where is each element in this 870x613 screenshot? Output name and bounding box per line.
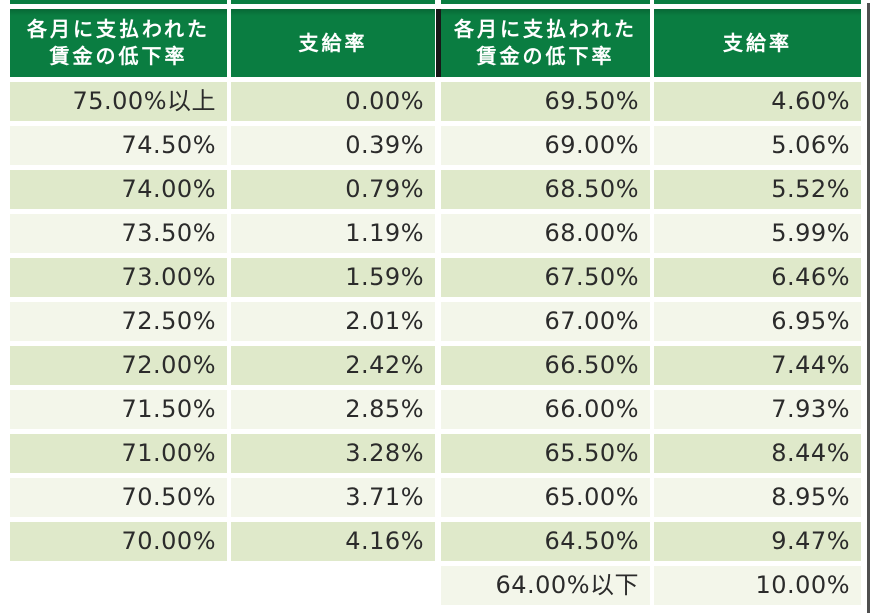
header-wage-decrease-rate-line1: 各月に支払われた xyxy=(454,17,637,41)
cell-payment-rate: 0.79% xyxy=(231,170,435,209)
cell-payment-rate: 2.01% xyxy=(231,302,435,341)
header-payment-rate: 支給率 xyxy=(231,9,435,77)
top-green-strip xyxy=(231,0,435,4)
cell-wage-decrease-rate: 65.50% xyxy=(441,434,650,473)
cell-payment-rate: 9.47% xyxy=(654,522,861,561)
cell-wage-decrease-rate: 67.00% xyxy=(441,302,650,341)
cell-wage-decrease-rate: 69.50% xyxy=(441,82,650,121)
cell-payment-rate: 8.95% xyxy=(654,478,861,517)
cell-wage-decrease-rate: 64.00%以下 xyxy=(441,566,650,605)
cell-wage-decrease-rate: 71.00% xyxy=(10,434,227,473)
cell-payment-rate: 6.46% xyxy=(654,258,861,297)
cell-payment-rate: 7.44% xyxy=(654,346,861,385)
cell-wage-decrease-rate: 66.50% xyxy=(441,346,650,385)
wage-table-left: 各月に支払われた 賃金の低下率 支給率 75.00%以上 0.00% 74.50… xyxy=(10,9,435,561)
cell-payment-rate: 7.93% xyxy=(654,390,861,429)
cell-wage-decrease-rate: 74.50% xyxy=(10,126,227,165)
cell-payment-rate: 10.00% xyxy=(654,566,861,605)
cell-payment-rate: 6.95% xyxy=(654,302,861,341)
cell-payment-rate: 3.28% xyxy=(231,434,435,473)
cell-wage-decrease-rate: 73.00% xyxy=(10,258,227,297)
table-halves-divider xyxy=(436,9,441,77)
cell-payment-rate: 8.44% xyxy=(654,434,861,473)
cell-payment-rate: 5.99% xyxy=(654,214,861,253)
cell-wage-decrease-rate: 67.50% xyxy=(441,258,650,297)
cell-wage-decrease-rate: 68.50% xyxy=(441,170,650,209)
cell-wage-decrease-rate: 70.50% xyxy=(10,478,227,517)
cell-payment-rate: 5.06% xyxy=(654,126,861,165)
header-payment-rate-label: 支給率 xyxy=(298,30,368,55)
top-green-strip xyxy=(441,0,650,4)
cell-payment-rate: 2.85% xyxy=(231,390,435,429)
top-green-strip xyxy=(654,0,861,4)
cell-payment-rate: 2.42% xyxy=(231,346,435,385)
cell-payment-rate: 1.59% xyxy=(231,258,435,297)
header-wage-decrease-rate: 各月に支払われた 賃金の低下率 xyxy=(441,9,650,77)
cell-payment-rate: 4.60% xyxy=(654,82,861,121)
cell-payment-rate: 5.52% xyxy=(654,170,861,209)
cell-payment-rate: 0.00% xyxy=(231,82,435,121)
cell-wage-decrease-rate: 74.00% xyxy=(10,170,227,209)
cell-wage-decrease-rate: 71.50% xyxy=(10,390,227,429)
header-wage-decrease-rate-line1: 各月に支払われた xyxy=(27,17,210,41)
top-green-strip xyxy=(10,0,227,4)
cell-wage-decrease-rate: 70.00% xyxy=(10,522,227,561)
header-wage-decrease-rate: 各月に支払われた 賃金の低下率 xyxy=(10,9,227,77)
cell-wage-decrease-rate: 72.50% xyxy=(10,302,227,341)
cell-payment-rate: 3.71% xyxy=(231,478,435,517)
cell-payment-rate: 4.16% xyxy=(231,522,435,561)
cell-payment-rate: 1.19% xyxy=(231,214,435,253)
cell-wage-decrease-rate: 72.00% xyxy=(10,346,227,385)
cell-wage-decrease-rate: 66.00% xyxy=(441,390,650,429)
header-wage-decrease-rate-line2: 賃金の低下率 xyxy=(476,44,615,68)
header-wage-decrease-rate-line2: 賃金の低下率 xyxy=(49,44,188,68)
header-payment-rate: 支給率 xyxy=(654,9,861,77)
photo-right-edge-line xyxy=(867,3,870,613)
cell-wage-decrease-rate: 64.50% xyxy=(441,522,650,561)
cell-wage-decrease-rate: 68.00% xyxy=(441,214,650,253)
header-payment-rate-label: 支給率 xyxy=(723,30,792,55)
wage-table-right: 各月に支払われた 賃金の低下率 支給率 69.50% 4.60% 69.00% … xyxy=(441,9,861,605)
cell-wage-decrease-rate: 73.50% xyxy=(10,214,227,253)
cell-wage-decrease-rate: 75.00%以上 xyxy=(10,82,227,121)
cell-wage-decrease-rate: 69.00% xyxy=(441,126,650,165)
cell-payment-rate: 0.39% xyxy=(231,126,435,165)
cell-wage-decrease-rate: 65.00% xyxy=(441,478,650,517)
